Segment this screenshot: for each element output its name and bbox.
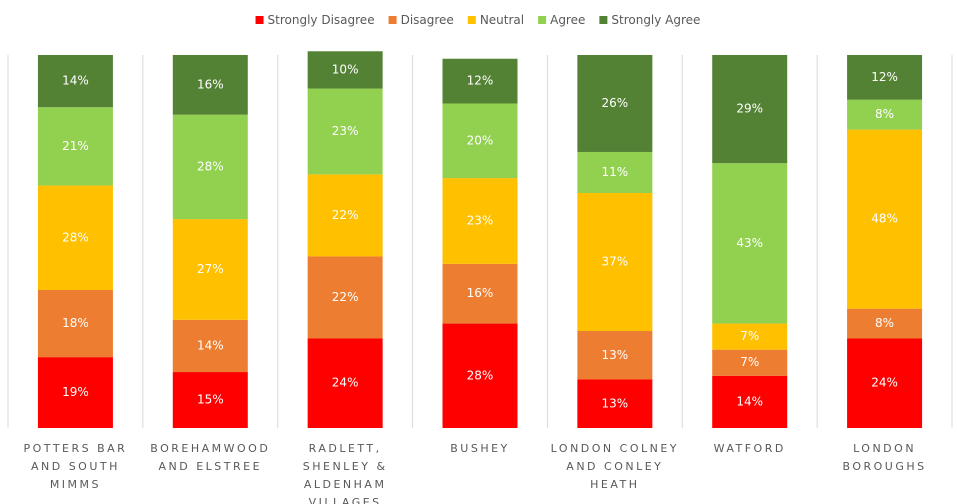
value-label: 28% <box>197 159 224 173</box>
value-label: 24% <box>332 376 359 390</box>
value-label: 28% <box>62 230 89 244</box>
legend-swatch <box>538 16 547 24</box>
value-label: 28% <box>467 368 494 382</box>
value-label: 7% <box>740 329 759 343</box>
bar-segment <box>172 219 248 320</box>
bar-segment <box>442 323 518 428</box>
bar-segment <box>172 319 248 373</box>
legend-label: Strongly Agree <box>611 13 700 27</box>
value-label: 23% <box>332 124 359 138</box>
value-label: 22% <box>332 208 359 222</box>
bar-segment <box>577 331 653 380</box>
value-label: 18% <box>62 316 89 330</box>
bar-segment <box>172 55 248 115</box>
bar-segment <box>37 185 113 290</box>
bar-segment <box>577 379 653 428</box>
bar-segment <box>712 163 788 324</box>
bar-segment <box>37 357 113 428</box>
x-tick-label: RADLETT, SHENLEY & ALDENHAM VILLAGES <box>302 442 388 504</box>
bar-segment <box>307 256 383 339</box>
value-label: 12% <box>871 70 898 84</box>
bar-segment <box>712 375 788 428</box>
value-label: 48% <box>871 212 898 226</box>
x-tick-label: BUSHEY <box>450 442 510 455</box>
value-label: 8% <box>875 107 894 121</box>
bar-segment <box>577 193 653 332</box>
x-tick-label: LONDON BOROUGHS <box>842 442 927 473</box>
x-tick-label: POTTERS BAR AND SOUTH MIMMS <box>23 442 128 491</box>
x-tick-label: WATFORD <box>713 442 786 455</box>
value-label: 12% <box>467 74 494 88</box>
bar-segment <box>442 263 518 324</box>
bar-segment <box>307 51 383 89</box>
value-label: 21% <box>62 139 89 153</box>
value-label: 43% <box>736 236 763 250</box>
value-label: 26% <box>602 96 629 110</box>
bar-segment <box>172 372 248 428</box>
value-label: 13% <box>602 396 629 410</box>
legend-swatch <box>467 16 476 24</box>
value-label: 11% <box>602 165 629 179</box>
bar-segment <box>712 349 788 376</box>
value-label: 37% <box>602 255 629 269</box>
value-label: 14% <box>62 74 89 88</box>
legend-label: Strongly Disagree <box>268 13 375 27</box>
value-label: 15% <box>197 393 224 407</box>
value-label: 8% <box>875 316 894 330</box>
bar-segment <box>847 338 923 428</box>
legend-label: Agree <box>550 13 585 27</box>
bar-segment <box>307 174 383 257</box>
legend-swatch <box>255 16 264 24</box>
value-label: 19% <box>62 385 89 399</box>
bar-segment <box>442 58 518 104</box>
legend-label: Disagree <box>401 13 454 27</box>
bar-segment <box>577 151 653 194</box>
value-label: 24% <box>871 376 898 390</box>
bar-segment <box>577 55 653 152</box>
x-tick-label: BOREHAMWOOD AND ELSTREE <box>150 442 271 473</box>
value-label: 23% <box>467 213 494 227</box>
bar-segment <box>442 178 518 264</box>
bar-segment <box>712 55 788 164</box>
bar-segment <box>307 338 383 428</box>
legend-swatch <box>388 16 397 24</box>
value-label: 20% <box>467 133 494 147</box>
value-label: 16% <box>467 286 494 300</box>
bar-segment <box>37 107 113 186</box>
legend-swatch <box>599 16 608 24</box>
bar-segment <box>847 129 923 309</box>
bar-segment <box>37 55 113 108</box>
value-label: 16% <box>197 77 224 91</box>
value-label: 14% <box>736 394 763 408</box>
bar-segment <box>307 88 383 175</box>
bar-segment <box>712 323 788 350</box>
value-label: 27% <box>197 262 224 276</box>
value-label: 10% <box>332 62 359 76</box>
bar-segment <box>442 103 518 179</box>
value-label: 7% <box>740 355 759 369</box>
bar-segment <box>847 308 923 339</box>
bar-segment <box>172 114 248 220</box>
bar-segment <box>847 99 923 130</box>
legend-label: Neutral <box>480 13 524 27</box>
value-label: 22% <box>332 290 359 304</box>
x-tick-label: LONDON COLNEY AND CONLEY HEATH <box>550 442 680 491</box>
value-label: 14% <box>197 338 224 352</box>
bar-segment <box>847 55 923 100</box>
value-label: 13% <box>602 348 629 362</box>
value-label: 29% <box>736 102 763 116</box>
bar-segment <box>37 289 113 358</box>
